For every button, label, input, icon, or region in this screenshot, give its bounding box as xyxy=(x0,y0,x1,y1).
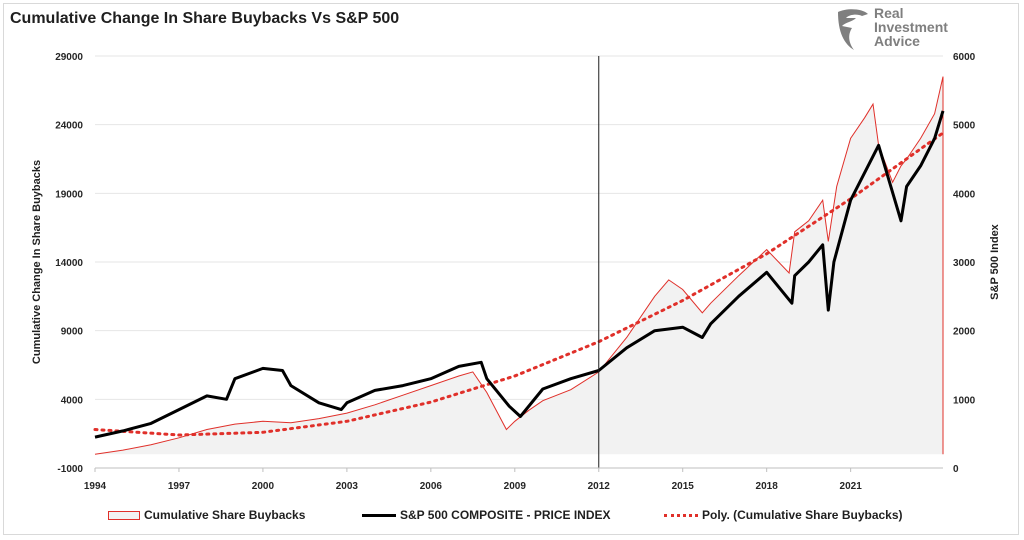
buybacks-area-fill xyxy=(95,76,943,455)
y-right-tick-3: 3000 xyxy=(953,258,976,269)
y-left-tick-3: 14000 xyxy=(55,258,83,269)
y-left-tick-4: 9000 xyxy=(61,327,84,338)
y-axis-right-label: S&P 500 Index xyxy=(989,223,1001,299)
legend-label-buybacks: Cumulative Share Buybacks xyxy=(144,508,306,522)
chart-legend: Cumulative Share Buybacks S&P 500 COMPOS… xyxy=(0,506,1024,524)
y-left-tick-5: 4000 xyxy=(61,395,84,406)
x-tick-0: 1994 xyxy=(84,481,107,492)
legend-swatch-poly xyxy=(664,513,698,517)
x-tick-2: 2000 xyxy=(252,481,275,492)
axis-ticks: 29000 24000 19000 14000 9000 4000 -1000 6000 500… xyxy=(55,52,975,492)
logo-line-2: Investment xyxy=(874,19,948,35)
logo-text: Real Investment Advice xyxy=(874,6,948,48)
x-tick-4: 2006 xyxy=(420,481,443,492)
poly-trend-series xyxy=(93,131,945,437)
y-left-tick-2: 19000 xyxy=(55,189,83,200)
x-tick-9: 2021 xyxy=(840,481,863,492)
y-left-tick-1: 24000 xyxy=(55,121,83,132)
x-tick-8: 2018 xyxy=(756,481,779,492)
legend-label-poly: Poly. (Cumulative Share Buybacks) xyxy=(702,508,903,522)
x-tick-1: 1997 xyxy=(168,481,191,492)
poly-trend-line xyxy=(93,131,945,437)
eagle-logo-icon xyxy=(838,9,868,50)
buybacks-line xyxy=(94,76,944,455)
y-right-tick-5: 1000 xyxy=(953,395,976,406)
legend-swatch-spx xyxy=(362,513,396,517)
y-right-tick-0: 6000 xyxy=(953,52,976,63)
y-right-tick-4: 2000 xyxy=(953,327,976,338)
spx-line xyxy=(94,110,945,439)
chart-frame xyxy=(3,3,1019,535)
spx-series xyxy=(94,110,945,439)
legend-label-spx: S&P 500 COMPOSITE - PRICE INDEX xyxy=(400,508,611,522)
y-left-tick-6: -1000 xyxy=(57,464,83,475)
x-tick-6: 2012 xyxy=(588,481,611,492)
buybacks-series xyxy=(94,76,944,455)
logo-line-3: Advice xyxy=(874,33,920,49)
y-right-tick-6: 0 xyxy=(953,464,959,475)
x-tick-5: 2009 xyxy=(504,481,527,492)
legend-item-poly: Poly. (Cumulative Share Buybacks) xyxy=(664,506,903,524)
y-axis-left-label: Cumulative Change In Share Buybacks xyxy=(31,160,43,364)
logo-line-1: Real xyxy=(874,5,904,21)
y-right-tick-2: 4000 xyxy=(953,189,976,200)
y-right-tick-1: 5000 xyxy=(953,121,976,132)
logo: Real Investment Advice xyxy=(836,6,976,54)
legend-swatch-buybacks xyxy=(108,510,140,520)
x-tick-7: 2015 xyxy=(672,481,695,492)
chart-title: Cumulative Change In Share Buybacks Vs S… xyxy=(10,10,400,27)
legend-item-buybacks: Cumulative Share Buybacks xyxy=(108,506,305,524)
y-left-tick-0: 29000 xyxy=(55,52,83,63)
legend-item-spx: S&P 500 COMPOSITE - PRICE INDEX xyxy=(362,506,611,524)
x-tick-3: 2003 xyxy=(336,481,359,492)
